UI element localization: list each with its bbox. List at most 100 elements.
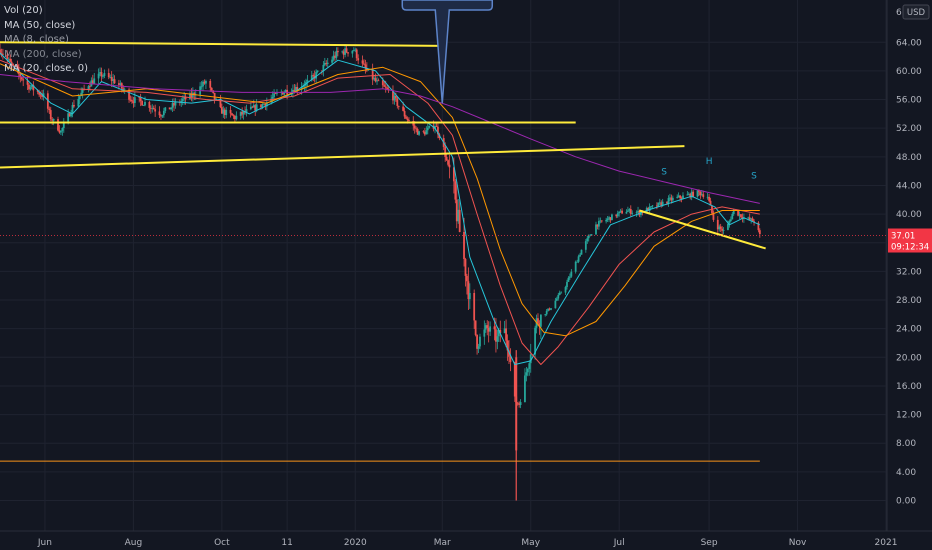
candle-body (635, 212, 638, 213)
price-tick-label: 24.00 (896, 325, 922, 335)
candle-body (476, 334, 478, 349)
candle-body (261, 103, 264, 108)
candle-body (658, 202, 661, 204)
candle-body (499, 329, 502, 334)
candle-body (209, 80, 212, 88)
candle-body (215, 98, 217, 100)
candle-body (10, 61, 13, 64)
candle-body (60, 130, 62, 133)
candle-body (109, 77, 112, 78)
candle-body (300, 87, 303, 90)
candle-body (264, 103, 267, 107)
candle-body (347, 52, 349, 54)
candle-body (99, 72, 101, 74)
candle-body (6, 54, 9, 60)
time-tick-label: Nov (789, 538, 807, 548)
candle-body (661, 201, 664, 206)
candle-body (77, 99, 80, 107)
candle-body-spike (515, 357, 518, 451)
candle-body (484, 325, 487, 330)
candle-body (580, 249, 583, 255)
candle-body (464, 259, 467, 276)
candle-body (679, 195, 681, 198)
candle-body (454, 181, 457, 200)
candle-body (458, 209, 461, 233)
upper-resistance-line[interactable] (0, 41, 443, 47)
candle-body (9, 58, 12, 62)
candle-body (448, 164, 451, 168)
candle-body (403, 110, 406, 117)
candle-body (326, 62, 329, 64)
time-tick-label: Aug (125, 538, 143, 548)
candle-body (574, 261, 577, 272)
candle-body (144, 102, 146, 106)
candle-body (70, 113, 72, 117)
candle-body (321, 70, 323, 72)
candle-body (615, 214, 618, 217)
candle-body (415, 128, 418, 130)
price-tick-label: 0.00 (896, 497, 916, 507)
candle-body (589, 235, 592, 237)
candle-body (496, 336, 499, 342)
candle-body (667, 198, 670, 204)
candle-body (113, 79, 116, 84)
candle-body (322, 64, 325, 72)
currency-badge (902, 4, 930, 20)
candle-body (345, 48, 348, 53)
candle-body (22, 79, 25, 81)
candle-body (202, 81, 204, 87)
candle-body (245, 109, 248, 113)
candle-body (158, 111, 161, 116)
candle-body (708, 196, 710, 201)
candle-body (103, 72, 106, 76)
candle-body (170, 107, 173, 110)
time-axis[interactable]: Jun Aug Oct 11 2020 Mar May Jul Sep Nov 2021 (0, 530, 932, 548)
candle-body (524, 375, 526, 403)
candle-body (255, 104, 258, 111)
candle-body (706, 196, 709, 198)
price-axis[interactable]: 64.0060.0056.0052.0048.0044.0040.0036.00… (886, 0, 932, 531)
candle-body (637, 210, 639, 213)
candle-body (557, 294, 560, 299)
candle-body (408, 120, 410, 121)
time-tick-label: Mar (434, 538, 451, 548)
candle-body (181, 99, 184, 102)
rising-trendline-line[interactable] (0, 145, 685, 169)
price-tick-label: 64.00 (896, 38, 922, 48)
candle-body (294, 87, 297, 93)
pattern-label-shoulder: S (661, 168, 667, 178)
candle-body (618, 211, 621, 214)
candle-body (564, 287, 567, 293)
candle-body (473, 292, 476, 321)
price-tick-label-top: 6 (896, 8, 902, 18)
candle-body (139, 98, 142, 101)
neckline-line[interactable] (639, 209, 766, 250)
candle-body (435, 126, 438, 127)
candle-body (119, 83, 122, 85)
candle-body (132, 101, 135, 103)
candle-body (97, 73, 100, 79)
candle-body (58, 130, 61, 133)
candle-body (352, 50, 355, 52)
candle-body (128, 89, 130, 100)
price-tick-label: 60.00 (896, 67, 922, 77)
candle-body (577, 256, 580, 262)
last-price-badge (888, 228, 932, 253)
candle-body (696, 190, 699, 197)
candle-body (312, 75, 315, 77)
candle-body (336, 50, 339, 53)
price-tick-label: 52.00 (896, 124, 922, 134)
candle-body (323, 63, 326, 65)
candle-body (554, 300, 557, 309)
candle-body (732, 209, 735, 214)
candle-body (48, 108, 51, 111)
candle-body (689, 193, 692, 198)
candle-body (331, 59, 333, 63)
candle-body (12, 63, 14, 65)
candle-body (740, 214, 742, 218)
trend-drawings[interactable] (0, 41, 766, 462)
candle-body (426, 127, 429, 131)
candle-body (718, 226, 721, 230)
candle-body (397, 105, 400, 107)
